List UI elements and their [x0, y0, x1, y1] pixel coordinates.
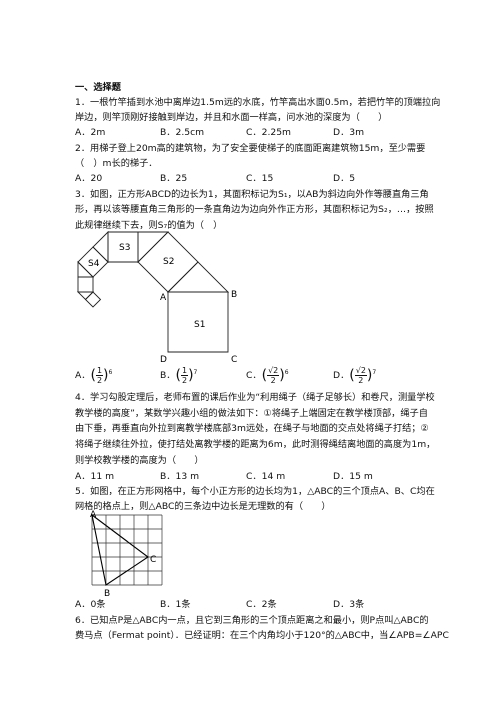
question-line: 费马点（Fermat point）．已经证明：在三个内角均小于120°的△ABC…: [75, 630, 449, 641]
option: D．15 m: [333, 471, 373, 482]
numerator: 1: [180, 366, 189, 376]
paren: ): [279, 367, 285, 384]
denominator: 2: [181, 376, 188, 385]
figure-label: C: [150, 555, 156, 565]
option-letter: B．: [160, 370, 176, 381]
paren: (: [175, 367, 181, 384]
exponent: 7: [372, 368, 377, 376]
paren: ): [103, 367, 109, 384]
option-letter: A．: [75, 370, 91, 381]
option: A．0条: [75, 599, 106, 610]
option: D．(√2 2)7: [333, 366, 376, 385]
question-line: 由下垂，再垂直向外拉到离教学楼底部3m远处，在绳子与地面的交点处将绳子打结；②: [75, 423, 429, 434]
option: D．3条: [333, 599, 365, 610]
option: B．(1 2)7: [160, 366, 197, 385]
option: C．2.25m: [246, 127, 292, 138]
fraction: √2 2: [267, 366, 280, 385]
numerator: √2: [267, 366, 280, 376]
option: B．1条: [160, 599, 191, 610]
question-line: 1．一根竹竿插到水池中离岸边1.5m远的水底，竹竿高出水面0.5m，若把竹竿的顶…: [75, 97, 441, 108]
question-line: 则学校教学楼的高度为（ ）: [75, 455, 204, 466]
question-line: 岸边，则竿顶刚好接触到岸边，并且和水面一样高，问水池的深度为（ ）: [75, 112, 388, 123]
figure-label: S3: [119, 243, 130, 253]
figure-label: S1: [194, 320, 205, 330]
figure-label: B: [231, 290, 237, 300]
numerator: 1: [95, 366, 104, 376]
section-title: 一、选择题: [75, 82, 121, 93]
option: C．(√2 2)6: [246, 366, 289, 385]
fraction: √2 2: [354, 366, 367, 385]
figure-label: S4: [88, 259, 100, 269]
option: A．20: [75, 173, 103, 184]
option: A．(1 2)6: [75, 366, 112, 385]
question-line: 形，再以该等腰直角三角形的一条直角边为边向外作正方形，其面积标记为S₂，…，按照: [75, 204, 434, 215]
option-letter: D．: [333, 370, 350, 381]
figure-label: D: [160, 355, 167, 365]
option: C．14 m: [246, 471, 286, 482]
question-line: 2．用梯子登上20m高的建筑物，为了安全要使梯子的底面距离建筑物15m，至少需要: [75, 143, 426, 154]
option-letter: C．: [246, 370, 262, 381]
figure-label: S2: [163, 257, 174, 267]
exponent: 6: [284, 368, 289, 376]
figure-label: A: [90, 510, 97, 520]
question-line: 3．如图，正方形ABCD的边长为1，其面积标记为S₁，以AB为斜边向外作等腰直角…: [75, 189, 429, 200]
question-line: 5．如图，在正方形网格中，每个小正方形的边长均为1，△ABC的三个顶点A、B、C…: [75, 486, 435, 497]
figure-label: B: [104, 589, 110, 599]
question-line: 此规律继续下去，则S₇的值为（ ）: [75, 220, 223, 231]
paren: (: [349, 367, 355, 384]
exponent: 6: [108, 368, 113, 376]
question-line: 6．已知点P是△ABC内一点，且它到三角形的三个顶点距离之和最小，则P点叫△AB…: [75, 615, 429, 626]
paren: (: [90, 367, 96, 384]
option: B．2.5cm: [160, 127, 205, 138]
question-line: 网格的格点上，则△ABC的三条边中边长是无理数的有（ ）: [75, 501, 331, 512]
option: C．2条: [246, 599, 277, 610]
figure-label: C: [231, 355, 237, 365]
option: D．3m: [333, 127, 365, 138]
question-line: 4．学习勾股定理后，老师布置的课后作业为“利用绳子（绳子足够长）和卷尺，测量学校: [75, 392, 435, 403]
figure-grid: A C B: [90, 510, 163, 599]
question-line: （ ）m长的梯子．: [75, 158, 158, 169]
paren: ): [188, 367, 194, 384]
exponent: 7: [193, 368, 198, 376]
figure-squares: S3 S2 S4 A B S1 D C: [76, 230, 237, 365]
question-line: 教学楼的高度”，某数学兴趣小组的做法如下：①将绳子上端固定在教学楼顶部，绳子自: [75, 408, 428, 419]
option: B．25: [160, 173, 188, 184]
option: A．2m: [75, 127, 106, 138]
option: A．11 m: [75, 471, 115, 482]
denominator: 2: [358, 376, 364, 385]
figure-label: A: [160, 293, 167, 303]
option: D．5: [333, 173, 356, 184]
option: B．13 m: [160, 471, 200, 482]
paren: (: [261, 367, 268, 384]
denominator: 2: [96, 376, 103, 385]
option: C．15: [246, 173, 274, 184]
denominator: 2: [270, 376, 276, 385]
paren: ): [366, 367, 373, 384]
question-line: 将绳子继续往外拉，使打结处离教学楼的距离为6m，此时测得绳结离地面的高度为1m，: [75, 439, 436, 450]
numerator: √2: [354, 366, 367, 376]
